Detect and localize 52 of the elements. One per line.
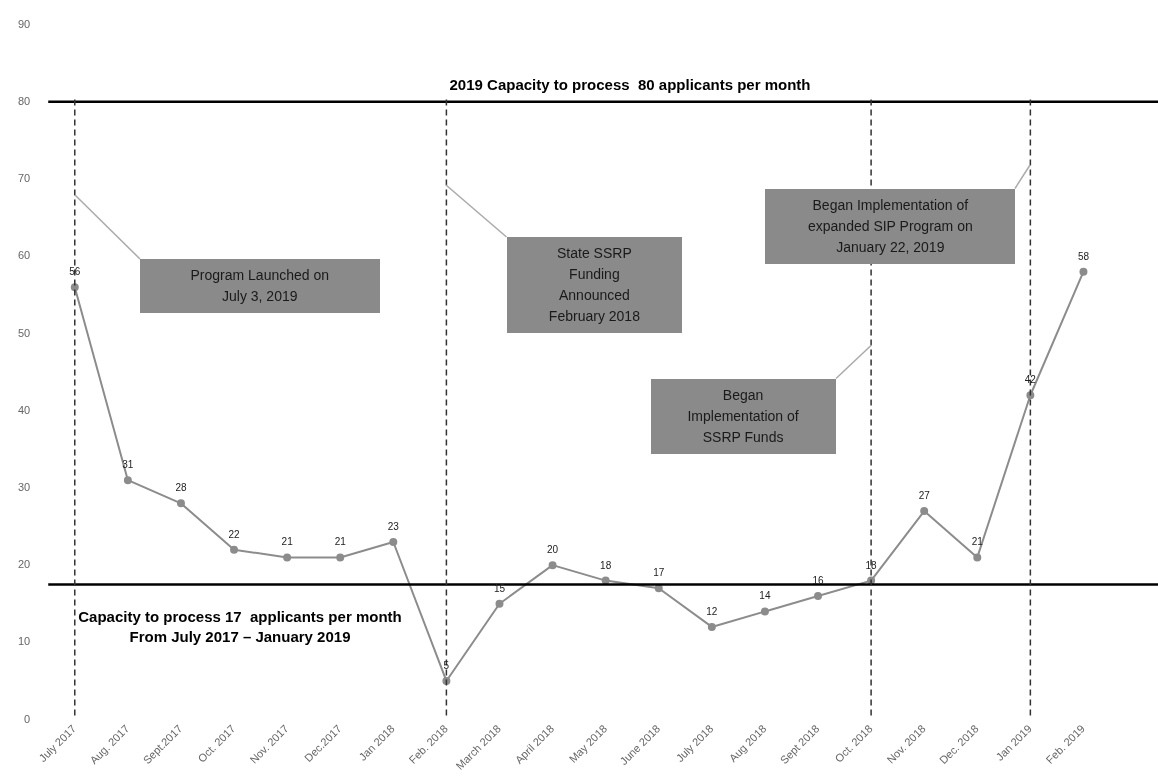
data-label: 15 [493, 582, 506, 594]
y-tick-label: 70 [17, 172, 31, 185]
point [389, 537, 398, 546]
y-tick-label: 90 [17, 17, 31, 30]
point [1079, 267, 1088, 276]
y-tick-label: 20 [17, 558, 31, 571]
data-label: 18 [865, 559, 878, 571]
data-label: 21 [334, 536, 347, 548]
data-label: 56 [69, 266, 81, 278]
point [283, 553, 292, 562]
data-label: 12 [706, 605, 718, 617]
data-label: 23 [387, 520, 400, 532]
ref-line-label: 2019 Capacity to process 80 applicants per month [449, 75, 811, 93]
data-label: 20 [547, 544, 559, 556]
point [548, 561, 557, 570]
point [601, 576, 610, 585]
data-label: 17 [653, 567, 665, 579]
point [973, 553, 982, 562]
point [495, 599, 504, 608]
annotation: Program Launched on July 3, 2019 [139, 259, 380, 313]
annotation: State SSRP Funding Announced February 2018 [506, 237, 682, 333]
data-label: 27 [918, 490, 931, 502]
point [176, 499, 185, 508]
y-tick-label: 40 [17, 403, 31, 416]
y-tick-label: 0 [24, 712, 31, 725]
annotation: Began Implementation of SSRP Funds [650, 378, 836, 454]
data-label: 21 [971, 536, 984, 548]
point [336, 553, 345, 562]
data-label: 22 [228, 528, 241, 540]
y-tick-label: 80 [17, 94, 31, 107]
point [123, 476, 132, 485]
point [760, 607, 769, 616]
point [707, 622, 716, 631]
y-tick-label: 10 [17, 635, 31, 648]
data-label: 14 [759, 590, 771, 602]
point [654, 584, 663, 593]
callout-box: State SSRP Funding Announced February 2018 [445, 184, 682, 333]
ref-line-label: Capacity to process 17 applicants per month From July 2017 – January 2019 [78, 608, 402, 646]
y-tick-label: 50 [17, 326, 31, 339]
point [814, 592, 823, 601]
point [230, 545, 239, 554]
data-label: 31 [122, 459, 134, 471]
data-label: 28 [175, 482, 187, 494]
point [920, 507, 929, 516]
data-label: 21 [281, 536, 294, 548]
data-label: 5 [443, 659, 450, 671]
y-tick-label: 60 [17, 249, 31, 262]
data-label: 18 [600, 559, 612, 571]
data-label: 58 [1077, 250, 1090, 262]
data-label: 42 [1024, 374, 1037, 386]
annotation: Began Implementation of expanded SIP Program on January 22, 2019 [765, 188, 1016, 264]
y-tick-label: 30 [17, 480, 31, 493]
